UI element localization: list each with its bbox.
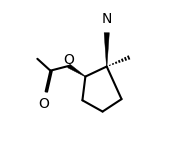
Text: O: O (63, 53, 74, 67)
Text: N: N (102, 12, 112, 26)
Polygon shape (68, 64, 85, 77)
Text: O: O (38, 97, 49, 111)
Polygon shape (104, 33, 109, 67)
